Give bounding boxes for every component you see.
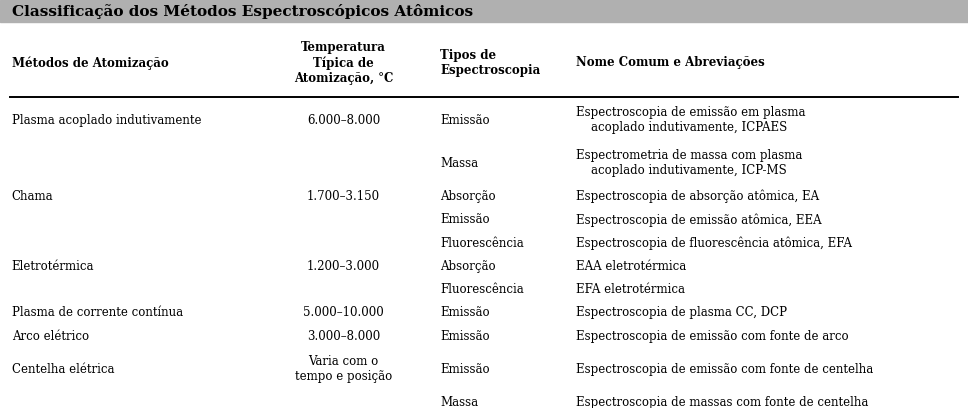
Text: Emissão: Emissão (440, 113, 490, 126)
Text: EFA eletrotérmica: EFA eletrotérmica (576, 283, 685, 296)
Text: Chama: Chama (12, 190, 53, 203)
Text: Espectroscopia de emissão atômica, EEA: Espectroscopia de emissão atômica, EEA (576, 213, 822, 226)
Text: Tipos de
Espectroscopia: Tipos de Espectroscopia (440, 49, 541, 77)
Text: 1.700–3.150: 1.700–3.150 (307, 190, 380, 203)
Text: Espectrometria de massa com plasma
    acoplado indutivamente, ICP-MS: Espectrometria de massa com plasma acopl… (576, 149, 802, 177)
Text: Classificação dos Métodos Espectroscópicos Atômicos: Classificação dos Métodos Espectroscópic… (12, 4, 472, 19)
Text: 5.000–10.000: 5.000–10.000 (303, 306, 384, 319)
Text: Plasma acoplado indutivamente: Plasma acoplado indutivamente (12, 113, 201, 126)
Text: Temperatura
Típica de
Atomização, °C: Temperatura Típica de Atomização, °C (294, 41, 393, 85)
Text: Emissão: Emissão (440, 330, 490, 343)
Text: Emissão: Emissão (440, 213, 490, 226)
Text: Espectroscopia de emissão com fonte de centelha: Espectroscopia de emissão com fonte de c… (576, 363, 873, 376)
Text: Arco elétrico: Arco elétrico (12, 330, 89, 343)
Text: Espectroscopia de fluorescência atômica, EFA: Espectroscopia de fluorescência atômica,… (576, 236, 852, 250)
Text: Varia com o
tempo e posição: Varia com o tempo e posição (295, 355, 392, 384)
Text: 6.000–8.000: 6.000–8.000 (307, 113, 380, 126)
Text: Nome Comum e Abreviações: Nome Comum e Abreviações (576, 56, 765, 69)
Text: Eletrotérmica: Eletrotérmica (12, 260, 94, 273)
Text: Espectroscopia de emissão em plasma
    acoplado indutivamente, ICPAES: Espectroscopia de emissão em plasma acop… (576, 106, 805, 134)
Text: Emissão: Emissão (440, 363, 490, 376)
Text: 3.000–8.000: 3.000–8.000 (307, 330, 380, 343)
Bar (0, 0, 968, 22)
Text: Espectroscopia de plasma CC, DCP: Espectroscopia de plasma CC, DCP (576, 306, 787, 319)
Text: Fluorescência: Fluorescência (440, 283, 525, 296)
Text: Absorção: Absorção (440, 260, 496, 273)
Text: Absorção: Absorção (440, 190, 496, 203)
Text: Espectroscopia de absorção atômica, EA: Espectroscopia de absorção atômica, EA (576, 190, 819, 203)
Text: Espectroscopia de massas com fonte de centelha: Espectroscopia de massas com fonte de ce… (576, 396, 868, 408)
Text: Centelha elétrica: Centelha elétrica (12, 363, 114, 376)
Text: Métodos de Atomização: Métodos de Atomização (12, 56, 168, 70)
Text: Espectroscopia de emissão com fonte de arco: Espectroscopia de emissão com fonte de a… (576, 330, 849, 343)
Text: EAA eletrotérmica: EAA eletrotérmica (576, 260, 686, 273)
Text: Massa: Massa (440, 157, 478, 170)
Text: 1.200–3.000: 1.200–3.000 (307, 260, 380, 273)
Text: Emissão: Emissão (440, 306, 490, 319)
Text: Massa: Massa (440, 396, 478, 408)
Text: Fluorescência: Fluorescência (440, 237, 525, 250)
Text: Plasma de corrente contínua: Plasma de corrente contínua (12, 306, 183, 319)
